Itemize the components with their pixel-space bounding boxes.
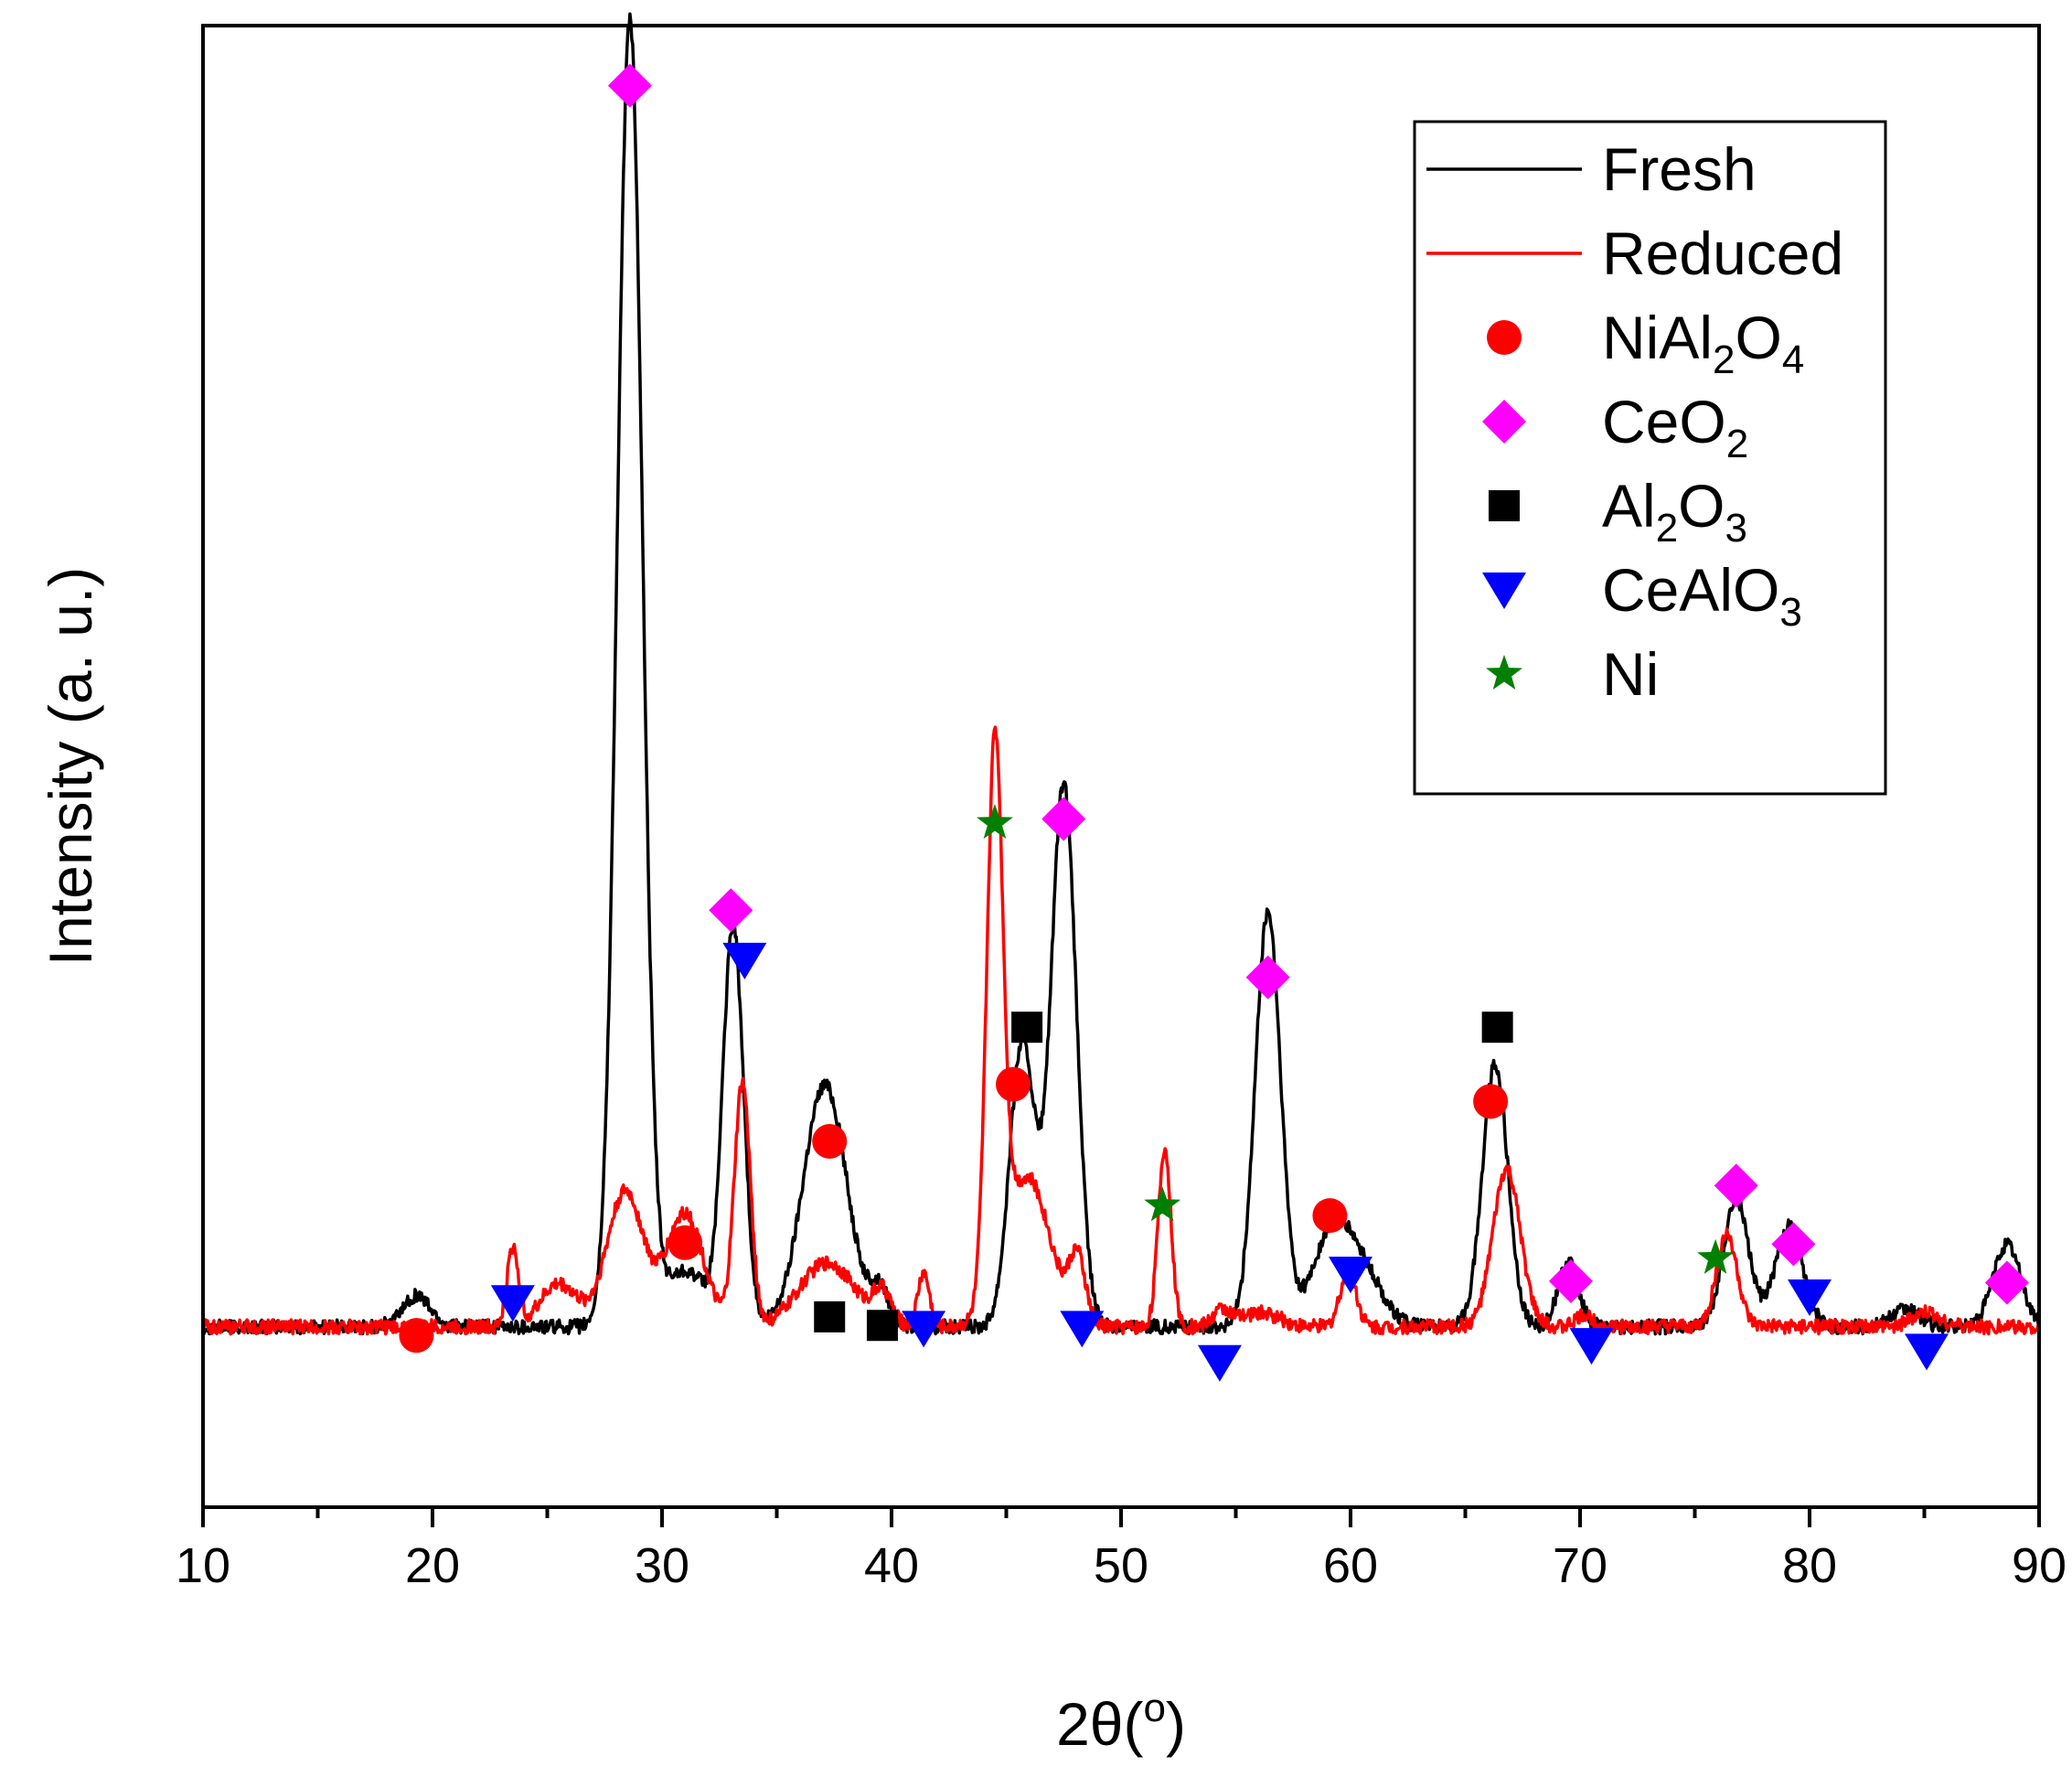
marker-cealo3 bbox=[1788, 1279, 1832, 1317]
x-axis-ticks: 10 20 30 40 50 60 70 80 90 bbox=[176, 1507, 2067, 1593]
marker-al2o3 bbox=[1011, 1011, 1043, 1044]
x-tick-label: 30 bbox=[635, 1538, 689, 1593]
x-tick-label: 80 bbox=[1782, 1538, 1837, 1593]
marker-al2o3 bbox=[814, 1300, 846, 1333]
legend-marker-cealo3 bbox=[1482, 573, 1526, 609]
legend-label-nial2o4: NiAl2O4 bbox=[1602, 304, 1804, 382]
marker-ceo2 bbox=[1041, 797, 1086, 841]
x-tick-label: 20 bbox=[405, 1538, 460, 1593]
legend-label-cealo3: CeAlO3 bbox=[1602, 556, 1802, 635]
marker-ni bbox=[977, 804, 1013, 840]
diffraction-curves bbox=[201, 12, 2040, 1336]
x-tick-label: 60 bbox=[1323, 1538, 1378, 1593]
marker-cealo3 bbox=[902, 1311, 946, 1348]
marker-cealo3 bbox=[1197, 1344, 1242, 1382]
marker-ni bbox=[1144, 1186, 1181, 1222]
x-axis-title: 2θ(o) bbox=[1056, 1686, 1186, 1758]
marker-nial2o4 bbox=[996, 1066, 1031, 1102]
x-tick-label: 40 bbox=[864, 1538, 919, 1593]
x-tick-label: 50 bbox=[1094, 1538, 1148, 1593]
marker-al2o3 bbox=[1481, 1011, 1513, 1044]
marker-ceo2 bbox=[709, 888, 753, 933]
marker-al2o3 bbox=[866, 1310, 898, 1342]
y-axis-title: Intensity (a. u.) bbox=[37, 567, 104, 967]
marker-ceo2 bbox=[1984, 1260, 2029, 1305]
marker-ceo2 bbox=[1714, 1163, 1758, 1208]
legend-label-al2o3: Al2O3 bbox=[1602, 472, 1747, 551]
marker-cealo3 bbox=[1905, 1333, 1949, 1371]
legend-label-ceo2: CeO2 bbox=[1602, 388, 1748, 466]
legend-marker-al2o3 bbox=[1489, 490, 1520, 521]
marker-nial2o4 bbox=[1473, 1084, 1509, 1119]
legend-marker-ni bbox=[1486, 655, 1522, 690]
marker-ceo2 bbox=[1245, 955, 1290, 1000]
series-line-reduced bbox=[201, 725, 2040, 1336]
x-tick-label: 70 bbox=[1553, 1538, 1607, 1593]
marker-cealo3 bbox=[1329, 1257, 1372, 1294]
series-line-fresh bbox=[201, 12, 2040, 1336]
legend-marker-ceo2 bbox=[1482, 400, 1526, 444]
marker-nial2o4 bbox=[668, 1225, 703, 1260]
legend-box bbox=[1413, 120, 1887, 796]
legend-label-ni: Ni bbox=[1602, 640, 1659, 708]
marker-ceo2 bbox=[607, 63, 652, 108]
marker-cealo3 bbox=[490, 1285, 535, 1322]
marker-cealo3 bbox=[1060, 1311, 1105, 1348]
marker-ceo2 bbox=[1548, 1258, 1593, 1303]
legend-label-fresh: Fresh bbox=[1602, 135, 1757, 203]
marker-ceo2 bbox=[1771, 1222, 1816, 1267]
legend-label-reduced: Reduced bbox=[1602, 219, 1843, 287]
legend-marker-nial2o4 bbox=[1487, 320, 1522, 355]
phase-markers bbox=[399, 63, 2029, 1382]
marker-ni bbox=[1697, 1238, 1735, 1274]
marker-cealo3 bbox=[1569, 1328, 1614, 1365]
marker-nial2o4 bbox=[812, 1124, 848, 1159]
marker-cealo3 bbox=[722, 942, 767, 979]
x-tick-label: 10 bbox=[176, 1538, 230, 1593]
marker-nial2o4 bbox=[1312, 1198, 1348, 1234]
marker-nial2o4 bbox=[399, 1318, 434, 1354]
x-tick-label: 90 bbox=[2012, 1538, 2067, 1593]
